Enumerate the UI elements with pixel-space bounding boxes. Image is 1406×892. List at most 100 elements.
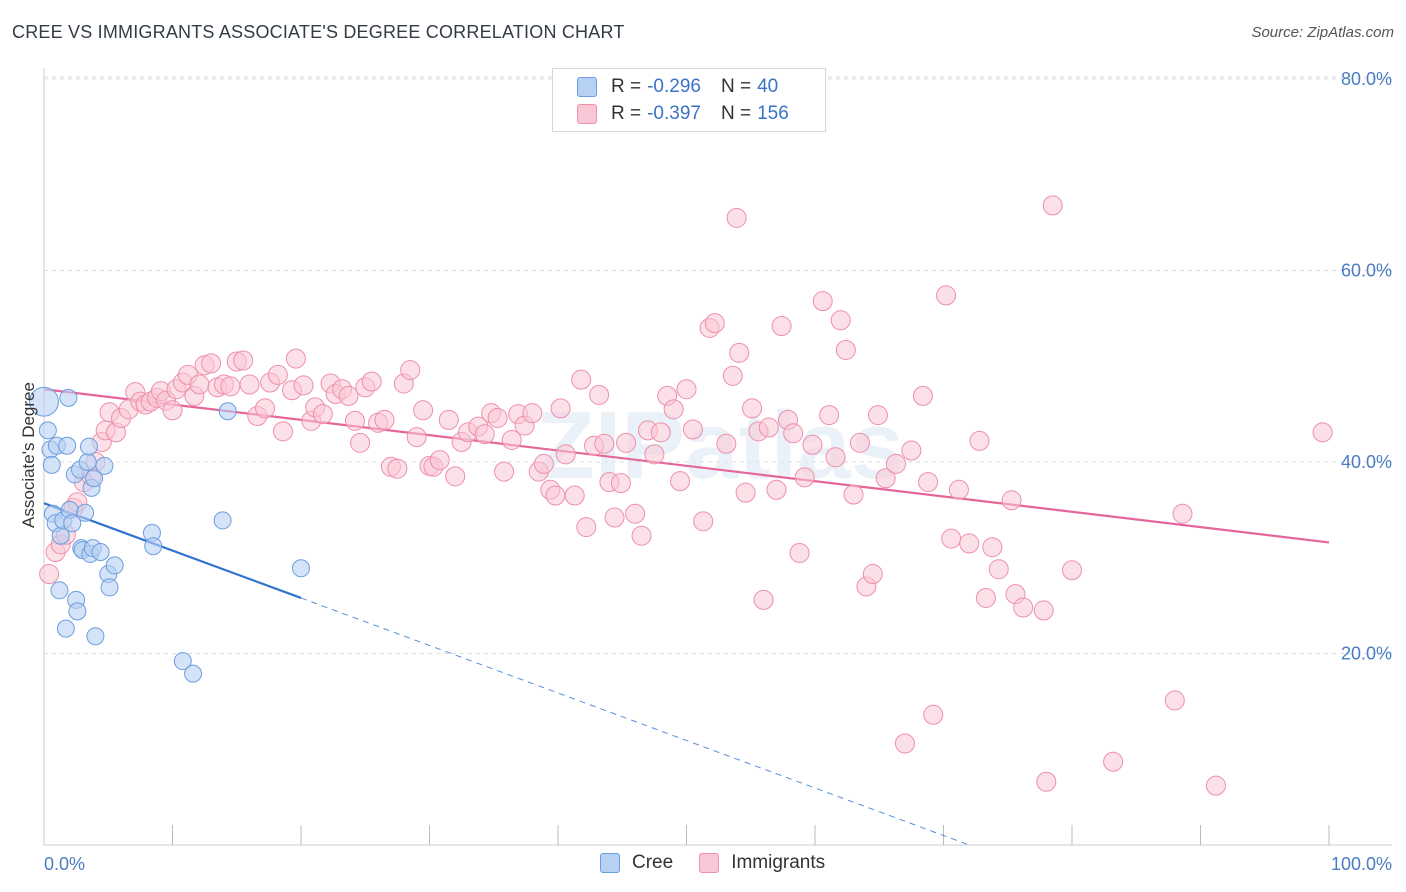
immigrants-point: [555, 444, 576, 465]
immigrants-point: [594, 433, 615, 454]
immigrants-point: [735, 482, 756, 503]
immigrants-point: [438, 409, 459, 430]
immigrants-point: [912, 385, 933, 406]
immigrants-point: [794, 467, 815, 488]
immigrants-point: [1001, 490, 1022, 511]
immigrants-point: [975, 587, 996, 608]
cree-r-value: -0.296: [647, 76, 701, 97]
immigrants-point: [387, 458, 408, 479]
legend-item-immigrants[interactable]: Immigrants: [699, 852, 825, 874]
immigrants-point: [1312, 422, 1333, 443]
immigrants-point: [610, 473, 631, 494]
immigrants-point: [948, 479, 969, 500]
immigrants-point: [350, 432, 371, 453]
cree-point: [79, 437, 98, 456]
legend-item-cree[interactable]: Cree: [600, 852, 673, 874]
immigrants-point: [982, 537, 1003, 558]
immigrants-point: [936, 285, 957, 306]
cree-point: [56, 619, 75, 638]
immigrants-n-value: 156: [757, 103, 789, 124]
immigrants-point: [693, 511, 714, 532]
immigrants-point: [1172, 503, 1193, 524]
cree-point: [42, 455, 61, 474]
cree-point: [50, 581, 69, 600]
immigrants-point: [338, 385, 359, 406]
immigrants-point: [361, 371, 382, 392]
immigrants-point: [400, 360, 421, 381]
immigrants-point: [650, 422, 671, 443]
cree-point: [29, 386, 59, 417]
immigrants-point: [875, 468, 896, 489]
immigrants-point: [1013, 597, 1034, 618]
immigrants-point: [522, 403, 543, 424]
immigrants-point: [862, 564, 883, 585]
immigrants-point: [894, 733, 915, 754]
cree-point: [95, 456, 114, 475]
cree-point: [86, 627, 105, 646]
immigrants-point: [758, 417, 779, 438]
immigrants-point: [501, 429, 522, 450]
immigrants-swatch: [577, 104, 597, 124]
immigrants-point: [429, 450, 450, 471]
immigrants-point: [239, 374, 260, 395]
immigrants-point: [959, 533, 980, 554]
cree-point: [91, 543, 110, 562]
immigrants-point: [589, 384, 610, 405]
legend-row-immigrants: R = -0.397 N = 156: [577, 102, 789, 126]
immigrants-point: [867, 405, 888, 426]
immigrants-point: [825, 447, 846, 468]
immigrants-point: [374, 409, 395, 430]
immigrants-point: [789, 542, 810, 563]
immigrants-point: [312, 404, 333, 425]
cree-points: [29, 386, 310, 683]
y-tick-label: 60.0%: [1341, 261, 1392, 281]
immigrants-point: [233, 350, 254, 371]
immigrants-point: [802, 434, 823, 455]
immigrants-point: [273, 421, 294, 442]
cree-point: [78, 453, 97, 471]
cree-point: [292, 559, 310, 578]
immigrants-point: [729, 342, 750, 363]
immigrants-point: [742, 398, 763, 419]
immigrants-point: [676, 379, 697, 400]
immigrants-point: [783, 423, 804, 444]
cree-point: [173, 652, 192, 671]
cree-point: [76, 503, 95, 522]
immigrants-point: [849, 432, 870, 453]
cree-legend-swatch: [600, 853, 620, 873]
immigrants-point: [819, 405, 840, 426]
y-tick-label: 80.0%: [1341, 69, 1392, 89]
immigrants-point: [293, 375, 314, 396]
cree-legend-label: Cree: [632, 852, 674, 873]
immigrants-point: [201, 353, 222, 374]
immigrants-point: [494, 461, 515, 482]
immigrants-point: [533, 453, 554, 474]
immigrants-point: [616, 432, 637, 453]
immigrants-point: [1164, 690, 1185, 711]
immigrants-point: [571, 369, 592, 390]
y-tick-label: 20.0%: [1341, 644, 1392, 664]
cree-point: [68, 602, 87, 621]
cree-n-value: 40: [757, 76, 779, 97]
immigrants-points: [39, 195, 1333, 796]
cree-swatch: [577, 77, 597, 97]
immigrants-point: [413, 400, 434, 421]
immigrants-point: [189, 374, 210, 395]
immigrants-point: [220, 376, 241, 397]
immigrants-legend-swatch: [699, 853, 720, 873]
immigrants-point: [1033, 600, 1054, 621]
x-tick-label: 0.0%: [44, 854, 85, 874]
immigrants-point: [545, 485, 566, 506]
series-legend: Cree Immigrants: [600, 852, 851, 874]
immigrants-point: [1036, 771, 1057, 792]
immigrants-point: [487, 407, 508, 428]
immigrants-point: [753, 589, 774, 610]
immigrants-point: [1062, 560, 1082, 581]
immigrants-point: [716, 433, 737, 454]
immigrants-legend-label: Immigrants: [731, 852, 826, 873]
correlation-legend: R = -0.296 N = 40 R = -0.397 N = 156: [552, 68, 826, 132]
immigrants-point: [901, 440, 922, 461]
immigrants-point: [644, 444, 665, 465]
immigrants-r-value: -0.397: [647, 103, 701, 124]
